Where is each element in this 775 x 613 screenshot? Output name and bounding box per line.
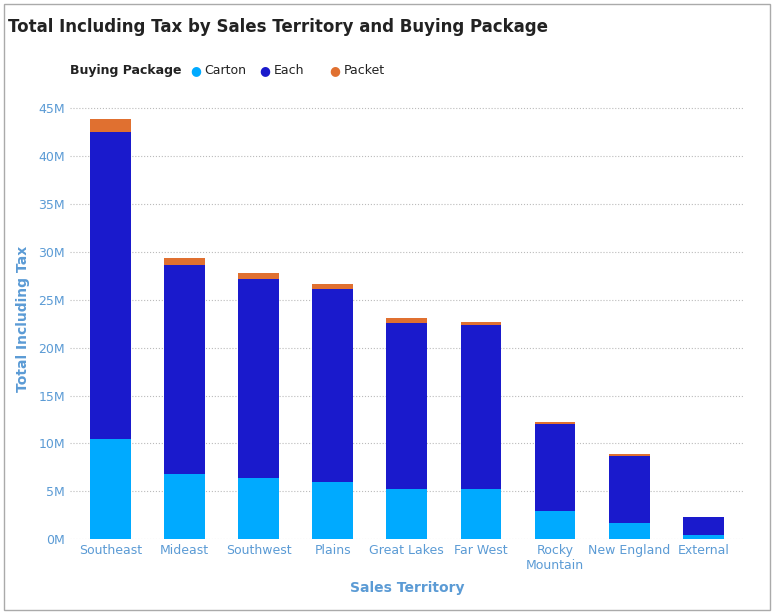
Bar bbox=[164, 258, 205, 265]
Bar bbox=[683, 517, 724, 535]
Bar bbox=[387, 318, 427, 322]
Bar bbox=[460, 326, 501, 489]
Bar bbox=[90, 132, 131, 439]
Bar bbox=[239, 478, 279, 539]
Bar bbox=[90, 119, 131, 132]
Text: ●: ● bbox=[329, 64, 340, 77]
Text: ●: ● bbox=[260, 64, 270, 77]
Bar bbox=[312, 284, 353, 289]
Text: Each: Each bbox=[274, 64, 304, 77]
Text: Carton: Carton bbox=[204, 64, 246, 77]
Text: Buying Package: Buying Package bbox=[70, 64, 181, 77]
Bar bbox=[387, 322, 427, 489]
Bar bbox=[535, 511, 575, 539]
Bar bbox=[460, 322, 501, 326]
X-axis label: Sales Territory: Sales Territory bbox=[350, 581, 464, 595]
Bar bbox=[90, 439, 131, 539]
Bar bbox=[683, 535, 724, 539]
Bar bbox=[387, 489, 427, 539]
Bar bbox=[312, 482, 353, 539]
Bar bbox=[609, 454, 649, 456]
Text: Packet: Packet bbox=[343, 64, 384, 77]
Bar bbox=[164, 474, 205, 539]
Bar bbox=[312, 289, 353, 482]
Y-axis label: Total Including Tax: Total Including Tax bbox=[16, 246, 30, 392]
Bar bbox=[164, 265, 205, 474]
Bar bbox=[535, 424, 575, 511]
Text: ●: ● bbox=[190, 64, 201, 77]
Bar bbox=[609, 456, 649, 523]
Bar bbox=[535, 422, 575, 424]
Bar bbox=[460, 489, 501, 539]
Text: Total Including Tax by Sales Territory and Buying Package: Total Including Tax by Sales Territory a… bbox=[8, 18, 548, 36]
Bar bbox=[609, 523, 649, 539]
Bar bbox=[239, 273, 279, 280]
Bar bbox=[239, 280, 279, 478]
